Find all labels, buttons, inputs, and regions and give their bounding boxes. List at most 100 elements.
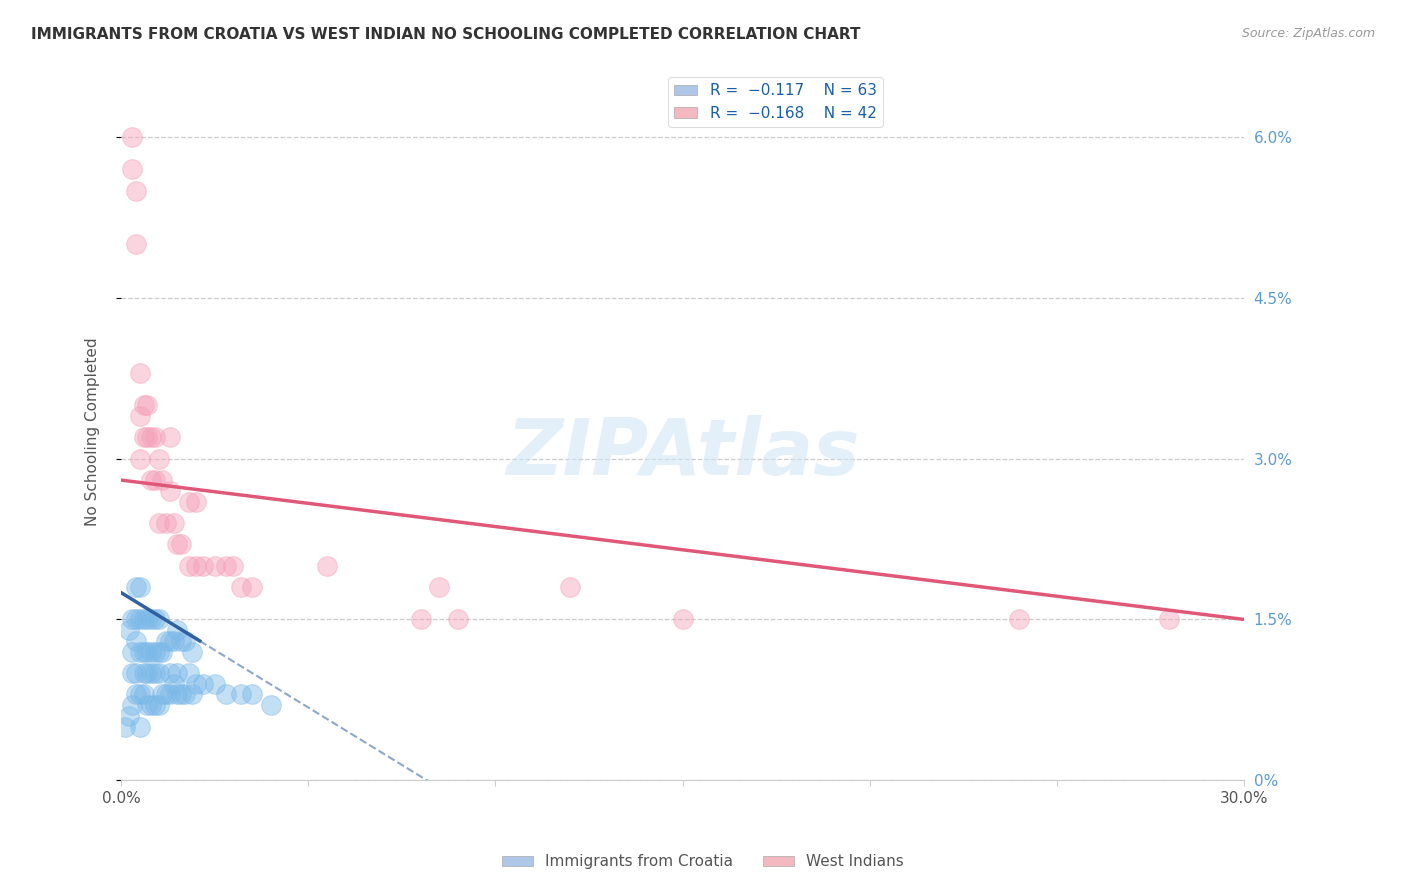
Point — [143, 473, 166, 487]
Point — [166, 537, 188, 551]
Point — [170, 537, 193, 551]
Point — [184, 677, 207, 691]
Point — [447, 612, 470, 626]
Text: ZIPAtlas: ZIPAtlas — [506, 415, 859, 491]
Point — [125, 633, 148, 648]
Point — [136, 430, 159, 444]
Point — [204, 677, 226, 691]
Point — [132, 398, 155, 412]
Legend: R =  −0.117    N = 63, R =  −0.168    N = 42: R = −0.117 N = 63, R = −0.168 N = 42 — [668, 78, 883, 127]
Point — [128, 366, 150, 380]
Point — [121, 666, 143, 681]
Point — [148, 451, 170, 466]
Point — [155, 633, 177, 648]
Point — [184, 494, 207, 508]
Point — [155, 516, 177, 530]
Point — [671, 612, 693, 626]
Point — [316, 558, 339, 573]
Point — [143, 666, 166, 681]
Point — [143, 430, 166, 444]
Point — [121, 698, 143, 713]
Point — [159, 483, 181, 498]
Point — [215, 558, 238, 573]
Point — [215, 688, 238, 702]
Point — [162, 516, 184, 530]
Point — [148, 612, 170, 626]
Point — [128, 451, 150, 466]
Point — [166, 623, 188, 637]
Point — [148, 666, 170, 681]
Point — [121, 162, 143, 177]
Point — [222, 558, 245, 573]
Point — [139, 612, 162, 626]
Point — [173, 688, 195, 702]
Point — [193, 558, 215, 573]
Point — [117, 623, 139, 637]
Point — [128, 409, 150, 423]
Point — [125, 666, 148, 681]
Point — [139, 644, 162, 658]
Point — [240, 688, 263, 702]
Point — [170, 688, 193, 702]
Point — [132, 430, 155, 444]
Point — [240, 580, 263, 594]
Point — [193, 677, 215, 691]
Point — [136, 698, 159, 713]
Y-axis label: No Schooling Completed: No Schooling Completed — [86, 337, 100, 526]
Point — [148, 644, 170, 658]
Point — [128, 720, 150, 734]
Point — [139, 698, 162, 713]
Point — [125, 237, 148, 252]
Point — [136, 612, 159, 626]
Point — [150, 644, 173, 658]
Text: Source: ZipAtlas.com: Source: ZipAtlas.com — [1241, 27, 1375, 40]
Point — [229, 580, 252, 594]
Point — [125, 184, 148, 198]
Point — [114, 720, 136, 734]
Point — [128, 612, 150, 626]
Point — [181, 688, 204, 702]
Point — [125, 688, 148, 702]
Point — [184, 558, 207, 573]
Point — [159, 633, 181, 648]
Text: IMMIGRANTS FROM CROATIA VS WEST INDIAN NO SCHOOLING COMPLETED CORRELATION CHART: IMMIGRANTS FROM CROATIA VS WEST INDIAN N… — [31, 27, 860, 42]
Point — [170, 633, 193, 648]
Point — [139, 430, 162, 444]
Point — [159, 688, 181, 702]
Point — [125, 612, 148, 626]
Point — [117, 709, 139, 723]
Point — [166, 688, 188, 702]
Point — [136, 666, 159, 681]
Point — [121, 612, 143, 626]
Point — [132, 612, 155, 626]
Point — [162, 633, 184, 648]
Point — [121, 644, 143, 658]
Point — [150, 688, 173, 702]
Point — [162, 677, 184, 691]
Point — [125, 580, 148, 594]
Point — [139, 473, 162, 487]
Point — [148, 516, 170, 530]
Point — [155, 688, 177, 702]
Point — [177, 666, 200, 681]
Point — [132, 644, 155, 658]
Point — [143, 612, 166, 626]
Point — [427, 580, 450, 594]
Point — [148, 698, 170, 713]
Point — [136, 398, 159, 412]
Point — [128, 644, 150, 658]
Point — [177, 558, 200, 573]
Point — [560, 580, 582, 594]
Point — [204, 558, 226, 573]
Point — [229, 688, 252, 702]
Point — [177, 494, 200, 508]
Legend: Immigrants from Croatia, West Indians: Immigrants from Croatia, West Indians — [496, 848, 910, 875]
Point — [128, 688, 150, 702]
Point — [136, 644, 159, 658]
Point — [150, 473, 173, 487]
Point — [128, 580, 150, 594]
Point — [181, 644, 204, 658]
Point — [1008, 612, 1031, 626]
Point — [260, 698, 283, 713]
Point — [139, 666, 162, 681]
